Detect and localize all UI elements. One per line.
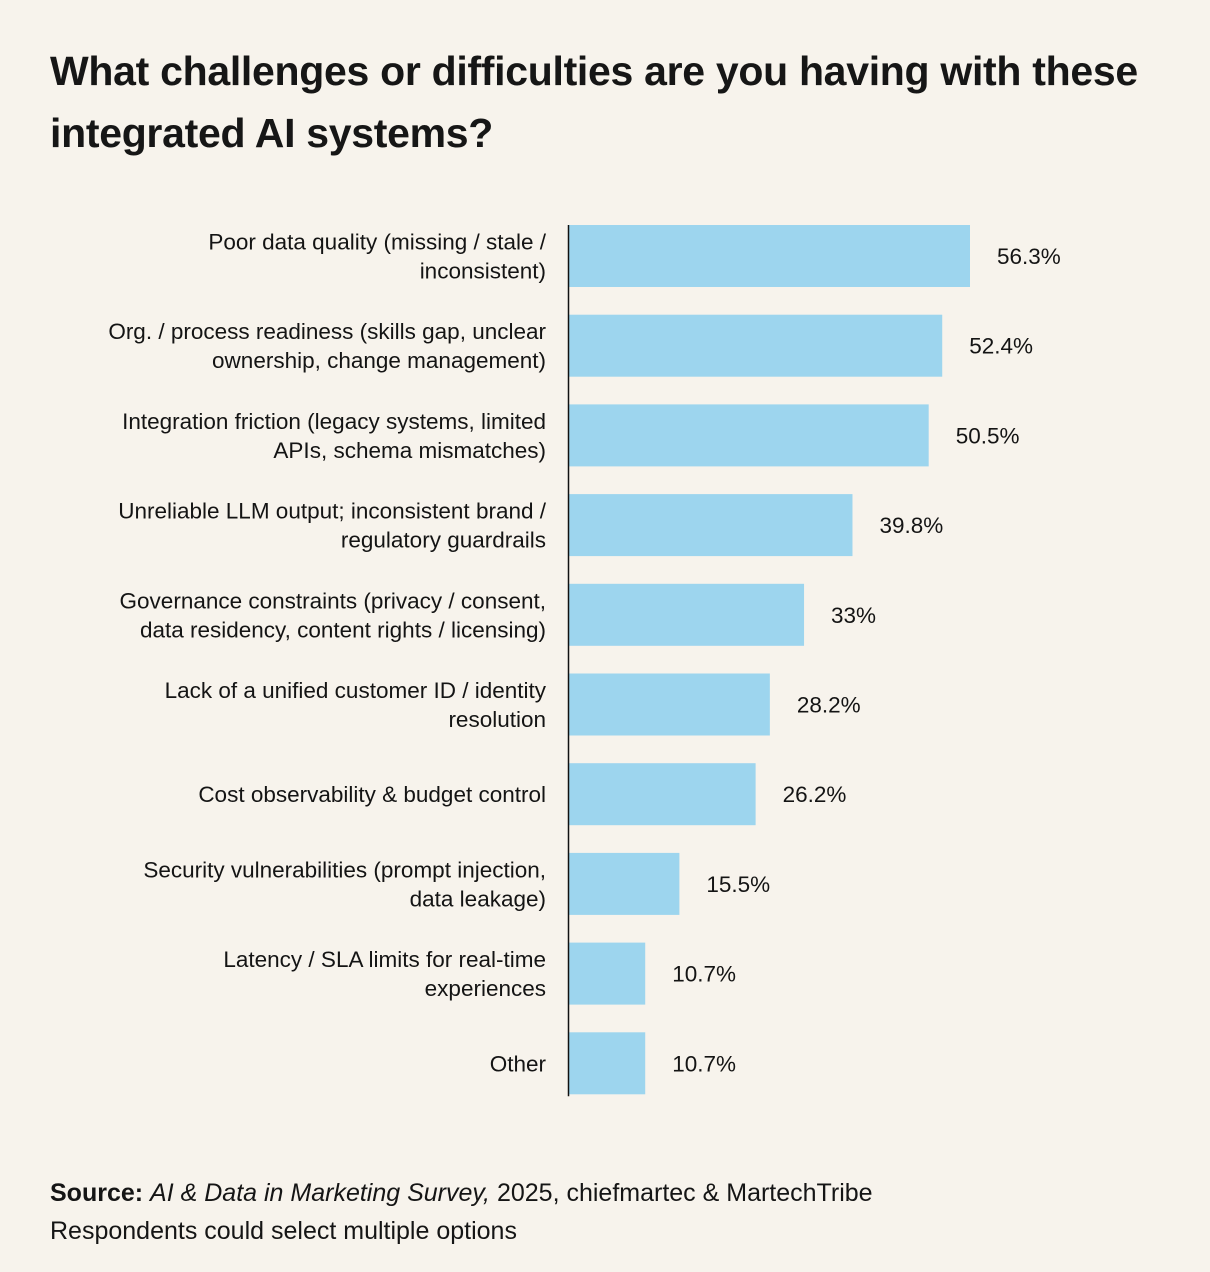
value-label: 33% (831, 603, 876, 628)
category-label: Cost observability & budget control (198, 782, 546, 807)
value-label: 52.4% (969, 334, 1033, 359)
value-label: 26.2% (783, 782, 847, 807)
value-label: 15.5% (706, 872, 770, 897)
category-label: Poor data quality (missing / stale / inco… (208, 230, 546, 284)
bars-layer (569, 225, 970, 1095)
category-label-line: inconsistent) (420, 259, 546, 284)
bar (569, 763, 756, 826)
category-label-line: regulatory guardrails (341, 528, 546, 553)
bar (569, 852, 680, 915)
category-label: Other (490, 1051, 547, 1076)
category-label: Unreliable LLM output; inconsistent bran… (118, 499, 547, 553)
category-label-line: Governance constraints (privacy / consen… (120, 588, 546, 613)
chart-title: What challenges or difficulties are you … (50, 48, 1138, 156)
bar (569, 1032, 646, 1095)
value-labels: 56.3% 52.4% 50.5% 39.8% 33% 28.2% 26.2% 15.5% 10… (672, 244, 1061, 1076)
category-label-line: Cost observability & budget control (198, 782, 546, 807)
bar (569, 583, 805, 646)
value-label: 28.2% (797, 693, 861, 718)
bar (569, 404, 929, 467)
category-label-line: data residency, content rights / licensi… (140, 617, 546, 642)
category-label: Integration friction (legacy systems, li… (122, 409, 546, 463)
category-label-line: Security vulnerabilities (prompt injecti… (143, 857, 546, 882)
category-label: Security vulnerabilities (prompt injecti… (143, 857, 546, 911)
category-label-line: Poor data quality (missing / stale / (208, 230, 546, 255)
category-label-line: Latency / SLA limits for real-time (223, 947, 546, 972)
category-label-line: resolution (448, 707, 546, 732)
category-label-line: Other (490, 1051, 547, 1076)
value-label: 39.8% (879, 513, 943, 538)
category-label: Lack of a unified customer ID / identity… (165, 678, 547, 732)
source-line: Source: AI & Data in Marketing Survey, 2… (50, 1174, 1200, 1212)
bar-chart: Poor data quality (missing / stale / inco… (108, 225, 1061, 1097)
category-label-line: Unreliable LLM output; inconsistent bran… (118, 499, 547, 524)
category-labels: Poor data quality (missing / stale / inco… (108, 230, 546, 1077)
value-label: 10.7% (672, 1051, 736, 1076)
category-label-line: Lack of a unified customer ID / identity (165, 678, 547, 703)
category-label: Governance constraints (privacy / consen… (120, 588, 546, 642)
category-label: Org. / process readiness (skills gap, un… (108, 319, 546, 373)
bar (569, 225, 970, 287)
category-label-line: experiences (425, 976, 546, 1001)
bar (569, 494, 853, 557)
category-label-line: APIs, schema mismatches) (273, 438, 546, 463)
category-label-line: Integration friction (legacy systems, li… (122, 409, 546, 434)
source-details: 2025, chiefmartec & MartechTribe (490, 1179, 873, 1207)
source-label: Source: (50, 1179, 144, 1207)
value-label: 10.7% (672, 962, 736, 987)
source-title: AI & Data in Marketing Survey, (150, 1179, 491, 1207)
category-label-line: Org. / process readiness (skills gap, un… (108, 319, 546, 344)
category-label: Latency / SLA limits for real-time experi… (223, 947, 546, 1001)
value-label: 50.5% (956, 423, 1020, 448)
chart-footer: Source: AI & Data in Marketing Survey, 2… (50, 1174, 1200, 1250)
category-label-line: data leakage) (410, 886, 546, 911)
category-label-line: ownership, change management) (212, 348, 546, 373)
bar (569, 942, 646, 1005)
bar (569, 673, 770, 736)
value-label: 56.3% (997, 244, 1061, 269)
footer-note: Respondents could select multiple option… (50, 1217, 517, 1245)
bar (569, 314, 943, 377)
